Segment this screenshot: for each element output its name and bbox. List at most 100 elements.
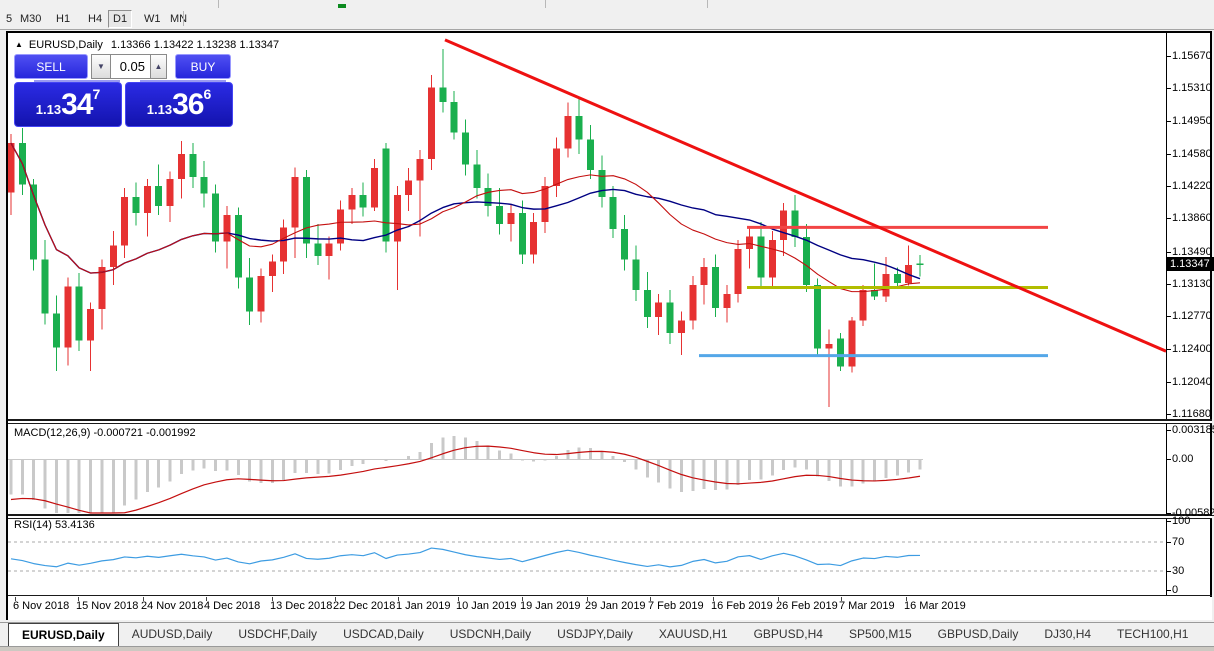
- chevron-down-icon: ▼: [97, 62, 105, 71]
- chart-tab-usdjpy-daily[interactable]: USDJPY,Daily: [557, 627, 633, 641]
- toolbar-separator: [707, 0, 708, 8]
- date-axis-label: 15 Nov 2018: [76, 600, 139, 612]
- date-axis-tick: [587, 597, 588, 601]
- timeframe-button-w1[interactable]: W1: [144, 13, 161, 25]
- date-axis-tick: [841, 597, 842, 601]
- collapse-triangle-icon[interactable]: ▲: [15, 40, 23, 49]
- chart-tab-audusd-daily[interactable]: AUDUSD,Daily: [131, 627, 213, 641]
- chart-tab-sp500-m15[interactable]: SP500,M15: [848, 627, 912, 641]
- one-click-trading-panel: SELL ▼ ▲ BUY 1.13 34 7 1.13 36 6: [14, 54, 233, 127]
- toolbar-bottom-strip: [0, 0, 1214, 9]
- price-axis-label: 1.12400: [1172, 343, 1212, 356]
- volume-increase-button[interactable]: ▲: [150, 54, 167, 79]
- price-axis-label: 1.14220: [1172, 180, 1212, 193]
- timeframe-button-mn[interactable]: MN: [170, 13, 188, 25]
- macd-axis-label: 0.003185: [1172, 424, 1214, 436]
- chart-symbol-label: EURUSD,Daily: [28, 39, 103, 51]
- sell-button[interactable]: SELL: [14, 54, 88, 79]
- buy-price-pip: 6: [203, 86, 212, 102]
- chart-tab-gbpusd-h4[interactable]: GBPUSD,H4: [753, 627, 823, 641]
- sell-price-prefix: 1.13: [35, 102, 62, 117]
- macd-indicator-label: MACD(12,26,9) -0.000721 -0.001992: [14, 427, 196, 439]
- timeframe-button-h1[interactable]: H1: [56, 13, 71, 25]
- macd-axis-label: -0.005827: [1172, 507, 1214, 519]
- volume-input[interactable]: [111, 54, 150, 79]
- date-axis-tick: [778, 597, 779, 601]
- date-axis-label: 16 Mar 2019: [904, 600, 966, 612]
- toolbar-separator: [183, 11, 184, 26]
- date-axis[interactable]: 6 Nov 2018 15 Nov 2018 24 Nov 2018 4 Dec 20…: [8, 597, 1212, 620]
- current-price-badge: 1.13347: [1167, 257, 1214, 272]
- chart-tab-ui[interactable]: UI: [1201, 623, 1214, 647]
- chart-tab-eurusd-daily[interactable]: EURUSD,Daily: [8, 623, 119, 647]
- date-axis-label: 24 Nov 2018: [141, 600, 204, 612]
- chart-canvas[interactable]: [8, 33, 1166, 595]
- price-axis-tick: [1166, 56, 1171, 57]
- price-axis-label: 1.14950: [1172, 114, 1212, 127]
- chart-tab-usdcad-daily[interactable]: USDCAD,Daily: [343, 627, 424, 641]
- date-axis-label: 6 Nov 2018: [13, 600, 70, 612]
- sell-price-box[interactable]: 1.13 34 7: [14, 82, 122, 127]
- chart-header: ▲ EURUSD,Daily 1.13366 1.13422 1.13238 1.1…: [15, 39, 279, 51]
- rsi-axis-tick: [1166, 590, 1171, 591]
- date-axis-tick: [398, 597, 399, 601]
- date-axis-tick: [78, 597, 79, 601]
- chart-tab-usdcnh-daily[interactable]: USDCNH,Daily: [449, 627, 532, 641]
- price-axis-tick: [1166, 251, 1171, 253]
- price-axis-tick: [1166, 283, 1171, 285]
- price-axis-label: 1.13860: [1172, 212, 1212, 225]
- timeframe-button-5[interactable]: 5: [6, 13, 13, 25]
- chart-window: [6, 31, 1212, 620]
- buy-price-prefix: 1.13: [146, 102, 173, 117]
- date-axis-label: 1 Jan 2019: [396, 600, 451, 612]
- rsi-axis-tick: [1166, 521, 1171, 522]
- macd-axis-label: 0.00: [1172, 453, 1194, 466]
- date-axis-label: 7 Mar 2019: [839, 600, 895, 612]
- panel-splitter: [8, 595, 1212, 596]
- rsi-indicator-label: RSI(14) 53.4136: [14, 519, 95, 531]
- buy-button[interactable]: BUY: [175, 54, 231, 79]
- chart-ohlc-values: 1.13366 1.13422 1.13238 1.13347: [110, 39, 280, 51]
- chevron-up-icon: ▲: [154, 62, 163, 71]
- macd-axis-tick: [1166, 513, 1171, 514]
- price-axis-label: 1.11680: [1172, 408, 1211, 420]
- timeframe-button-d1[interactable]: D1: [108, 10, 133, 28]
- date-axis-label: 13 Dec 2018: [270, 600, 333, 612]
- price-axis-label: 1.14580: [1172, 147, 1212, 160]
- date-axis-tick: [143, 597, 144, 601]
- rsi-axis-label: 70: [1172, 535, 1185, 548]
- chart-tab-xauusd-h1[interactable]: XAUUSD,H1: [658, 627, 728, 641]
- chart-tab-gbpusd-daily[interactable]: GBPUSD,Daily: [937, 627, 1019, 641]
- price-axis-tick: [1166, 88, 1171, 90]
- sell-underline: [34, 80, 120, 82]
- price-axis-label: 1.13490: [1172, 245, 1212, 258]
- panel-splitter[interactable]: [8, 419, 1212, 424]
- date-axis-label: 26 Feb 2019: [776, 600, 838, 612]
- date-axis-label: 19 Jan 2019: [520, 600, 581, 612]
- chart-tab-dj30-h4[interactable]: DJ30,H4: [1044, 627, 1092, 641]
- sell-price-big: 34: [61, 87, 93, 121]
- date-axis-tick: [713, 597, 714, 601]
- price-axis-tick: [1166, 381, 1171, 383]
- rsi-axis-tick: [1166, 541, 1171, 543]
- status-bar-edge: [0, 646, 1214, 651]
- date-axis-tick: [15, 597, 16, 601]
- panel-splitter[interactable]: [8, 514, 1212, 519]
- price-axis-tick: [1166, 153, 1171, 155]
- sell-price-pip: 7: [92, 86, 101, 102]
- chart-tab-bar: EURUSD,Daily AUDUSD,Daily USDCHF,Daily USDC…: [0, 622, 1214, 647]
- price-axis-label: 1.15670: [1172, 50, 1212, 62]
- timeframe-button-m30[interactable]: M30: [20, 13, 42, 25]
- volume-decrease-button[interactable]: ▼: [91, 54, 111, 79]
- price-axis-tick: [1166, 316, 1171, 318]
- chart-tab-tech100-h1[interactable]: TECH100,H1: [1117, 627, 1189, 641]
- date-axis-label: 16 Feb 2019: [711, 600, 773, 612]
- price-axis-tick: [1166, 186, 1171, 188]
- rsi-axis-label: 100: [1172, 515, 1191, 527]
- chart-tab-usdchf-daily[interactable]: USDCHF,Daily: [238, 627, 318, 641]
- date-axis-label: 22 Dec 2018: [333, 600, 396, 612]
- buy-price-box[interactable]: 1.13 36 6: [125, 82, 233, 127]
- timeframe-button-h4[interactable]: H4: [88, 13, 103, 25]
- price-axis-label: 1.12040: [1172, 375, 1212, 388]
